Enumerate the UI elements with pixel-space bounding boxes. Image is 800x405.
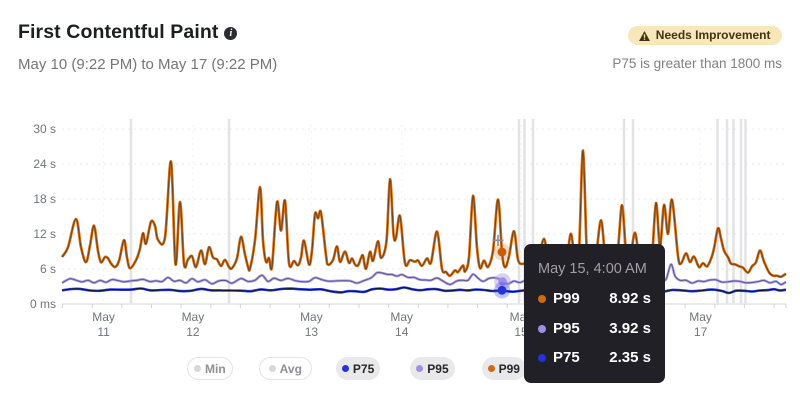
svg-text:6 s: 6 s — [40, 262, 56, 276]
svg-text:May: May — [182, 310, 205, 324]
svg-text:12: 12 — [186, 325, 200, 339]
svg-text:May: May — [92, 310, 115, 324]
svg-text:17: 17 — [694, 325, 708, 339]
svg-text:May: May — [390, 310, 413, 324]
svg-text:12 s: 12 s — [33, 227, 56, 241]
svg-text:13: 13 — [305, 325, 319, 339]
svg-text:May: May — [689, 310, 712, 324]
svg-text:24 s: 24 s — [33, 157, 56, 171]
svg-text:May: May — [300, 310, 323, 324]
svg-text:14: 14 — [395, 325, 409, 339]
svg-text:30 s: 30 s — [33, 122, 56, 136]
svg-text:0 ms: 0 ms — [30, 297, 56, 311]
svg-text:18 s: 18 s — [33, 192, 56, 206]
svg-text:11: 11 — [97, 325, 110, 339]
